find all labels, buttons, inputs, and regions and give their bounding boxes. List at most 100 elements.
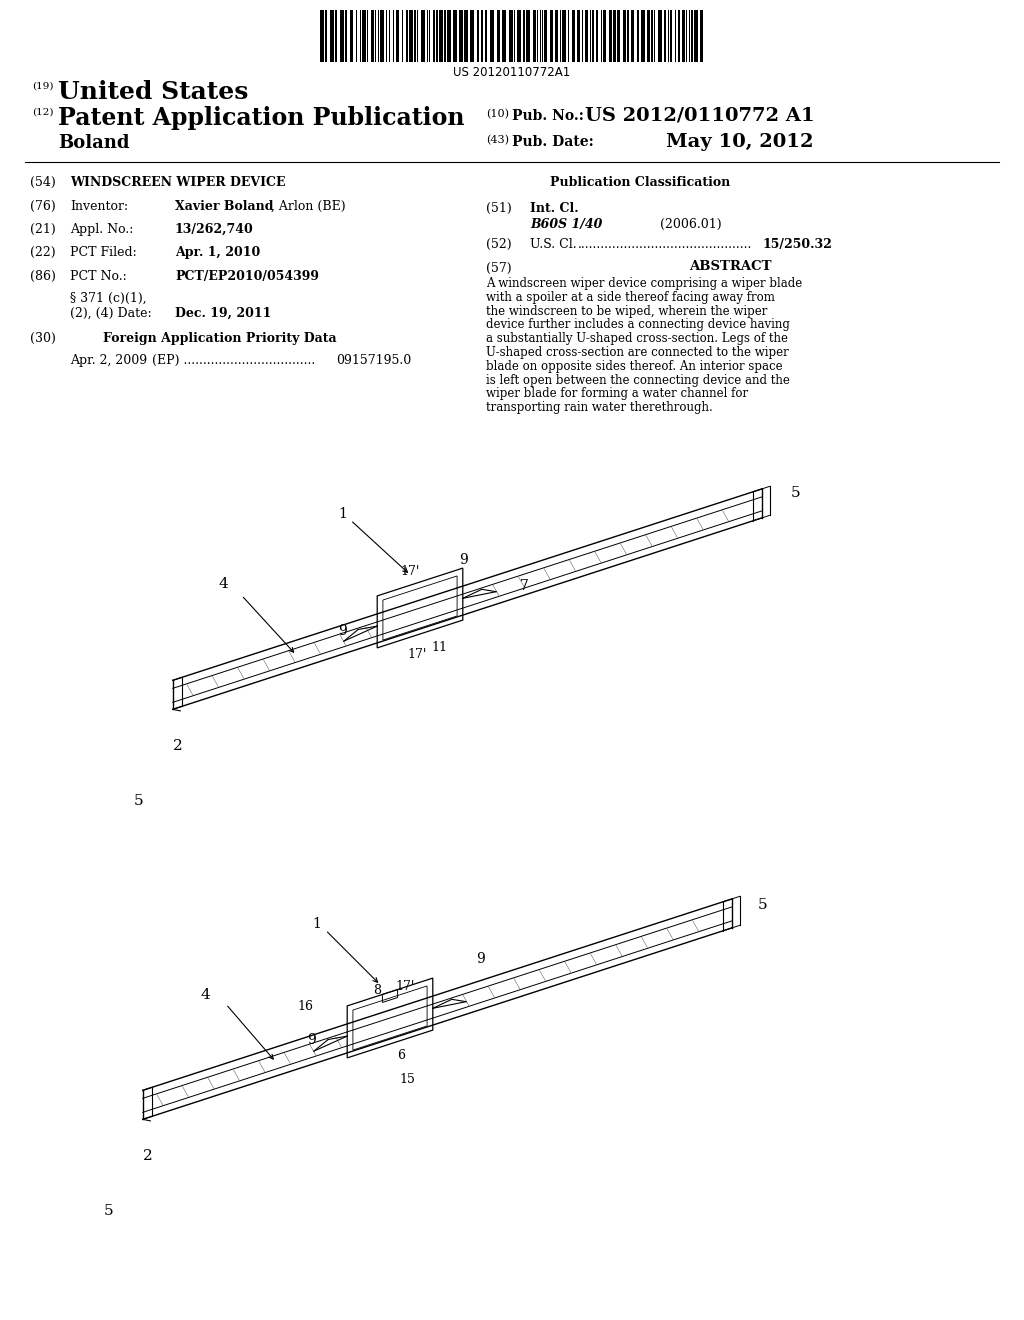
- Text: (57): (57): [486, 261, 512, 275]
- Text: Apr. 2, 2009: Apr. 2, 2009: [70, 354, 147, 367]
- Text: PCT/EP2010/054399: PCT/EP2010/054399: [175, 271, 319, 282]
- Bar: [396, 11, 399, 62]
- Text: (2), (4) Date:: (2), (4) Date:: [70, 308, 152, 319]
- Bar: [631, 11, 634, 62]
- Text: 16: 16: [298, 999, 313, 1012]
- Text: U-shaped cross-section are connected to the wiper: U-shaped cross-section are connected to …: [486, 346, 788, 359]
- Bar: [526, 11, 530, 62]
- Text: 15/250.32: 15/250.32: [762, 238, 831, 251]
- Text: Dec. 19, 2011: Dec. 19, 2011: [175, 308, 271, 319]
- Bar: [447, 11, 451, 62]
- Bar: [623, 11, 626, 62]
- Text: blade on opposite sides thereof. An interior space: blade on opposite sides thereof. An inte…: [486, 360, 782, 372]
- Bar: [319, 11, 324, 62]
- Text: 9: 9: [338, 624, 346, 638]
- Text: 17': 17': [400, 565, 420, 578]
- Bar: [627, 11, 629, 62]
- Bar: [485, 11, 487, 62]
- Text: 5: 5: [134, 793, 143, 808]
- Text: 7: 7: [520, 579, 529, 593]
- Text: § 371 (c)(1),: § 371 (c)(1),: [70, 292, 146, 305]
- Text: 5: 5: [758, 898, 768, 912]
- Bar: [682, 11, 685, 62]
- Text: 4: 4: [201, 989, 211, 1002]
- Bar: [641, 11, 645, 62]
- Text: 2: 2: [173, 739, 183, 754]
- Text: (2006.01): (2006.01): [660, 218, 722, 231]
- Text: U.S. Cl.: U.S. Cl.: [530, 238, 577, 251]
- Text: (22): (22): [30, 246, 55, 259]
- Text: A windscreen wiper device comprising a wiper blade: A windscreen wiper device comprising a w…: [486, 277, 802, 290]
- Text: (EP) ..................................: (EP) ..................................: [152, 354, 315, 367]
- Text: transporting rain water therethrough.: transporting rain water therethrough.: [486, 401, 713, 414]
- Text: the windscreen to be wiped, wherein the wiper: the windscreen to be wiped, wherein the …: [486, 305, 767, 318]
- Text: (12): (12): [32, 108, 53, 117]
- Bar: [340, 11, 344, 62]
- Bar: [572, 11, 575, 62]
- Text: , Arlon (BE): , Arlon (BE): [271, 201, 346, 213]
- Text: Patent Application Publication: Patent Application Publication: [58, 106, 465, 129]
- Text: 11: 11: [431, 642, 447, 653]
- Bar: [330, 11, 334, 62]
- Bar: [637, 11, 639, 62]
- Text: (19): (19): [32, 82, 53, 91]
- Bar: [481, 11, 483, 62]
- Bar: [453, 11, 457, 62]
- Text: 4: 4: [218, 577, 228, 591]
- Text: 5: 5: [791, 487, 801, 500]
- Text: US 20120110772A1: US 20120110772A1: [454, 66, 570, 79]
- Bar: [613, 11, 616, 62]
- Bar: [678, 11, 680, 62]
- Bar: [350, 11, 353, 62]
- Bar: [371, 11, 374, 62]
- Bar: [534, 11, 536, 62]
- Bar: [477, 11, 479, 62]
- Bar: [414, 11, 416, 62]
- Text: Inventor:: Inventor:: [70, 201, 128, 213]
- Text: Boland: Boland: [58, 135, 129, 152]
- Bar: [433, 11, 435, 62]
- Bar: [577, 11, 580, 62]
- Text: 1: 1: [339, 507, 347, 521]
- Text: .............................................: ........................................…: [578, 238, 753, 251]
- Bar: [651, 11, 653, 62]
- Text: 5: 5: [104, 1204, 114, 1217]
- Text: May 10, 2012: May 10, 2012: [666, 133, 813, 150]
- Text: 2: 2: [143, 1150, 153, 1163]
- Bar: [555, 11, 558, 62]
- Text: 13/262,740: 13/262,740: [175, 223, 254, 236]
- Text: US 2012/0110772 A1: US 2012/0110772 A1: [585, 107, 815, 125]
- Bar: [335, 11, 337, 62]
- Text: 1: 1: [312, 917, 322, 931]
- Bar: [700, 11, 703, 62]
- Text: with a spoiler at a side thereof facing away from: with a spoiler at a side thereof facing …: [486, 290, 775, 304]
- Text: Publication Classification: Publication Classification: [550, 176, 730, 189]
- Bar: [550, 11, 553, 62]
- Text: 09157195.0: 09157195.0: [336, 354, 412, 367]
- Bar: [596, 11, 598, 62]
- Bar: [609, 11, 612, 62]
- Text: PCT Filed:: PCT Filed:: [70, 246, 137, 259]
- Text: (51): (51): [486, 202, 512, 215]
- Bar: [464, 11, 468, 62]
- Text: 8: 8: [373, 983, 381, 997]
- Bar: [670, 11, 672, 62]
- Bar: [664, 11, 666, 62]
- Bar: [592, 11, 594, 62]
- Bar: [497, 11, 500, 62]
- Bar: [585, 11, 588, 62]
- Bar: [490, 11, 494, 62]
- Text: 6: 6: [396, 1049, 404, 1063]
- Text: Pub. Date:: Pub. Date:: [512, 135, 594, 149]
- Bar: [421, 11, 425, 62]
- Text: Pub. No.:: Pub. No.:: [512, 110, 584, 123]
- Text: (10): (10): [486, 110, 509, 119]
- Text: United States: United States: [58, 81, 249, 104]
- Text: 9: 9: [460, 553, 468, 566]
- Text: (52): (52): [486, 238, 512, 251]
- Bar: [380, 11, 384, 62]
- Text: (86): (86): [30, 271, 56, 282]
- Text: 9: 9: [476, 952, 484, 966]
- Bar: [544, 11, 547, 62]
- Bar: [502, 11, 506, 62]
